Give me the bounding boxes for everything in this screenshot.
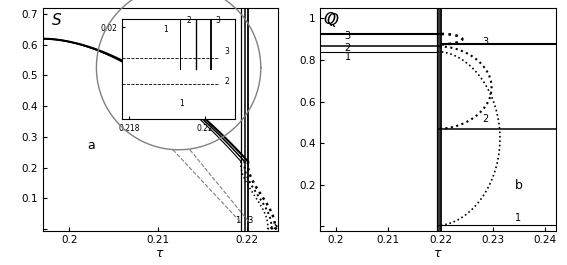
Text: $\mathit{3}$: $\mathit{3}$ (344, 29, 352, 41)
Text: $Q$: $Q$ (323, 10, 336, 28)
X-axis label: $\tau$: $\tau$ (433, 247, 443, 260)
Text: $\mathit{1}$: $\mathit{1}$ (344, 50, 351, 62)
Text: $\mathrm{a}$: $\mathrm{a}$ (87, 139, 95, 152)
Text: $\mathit{3}$: $\mathit{3}$ (214, 14, 221, 25)
Text: $\mathit{3}$: $\mathit{3}$ (483, 35, 490, 47)
Text: $\mathit{1}$: $\mathit{1}$ (235, 214, 242, 225)
Text: $\mathit{1}$: $\mathit{1}$ (179, 97, 185, 108)
Text: $\mathit{1}$: $\mathit{1}$ (514, 211, 521, 223)
Text: $Q$: $Q$ (325, 11, 339, 29)
X-axis label: $\tau$: $\tau$ (155, 247, 165, 260)
Text: $\mathit{2}$: $\mathit{2}$ (483, 112, 490, 124)
Text: $S$: $S$ (52, 12, 62, 28)
Text: $\mathit{1}$: $\mathit{1}$ (163, 23, 169, 34)
Text: $\mathit{2}$: $\mathit{2}$ (344, 41, 351, 52)
Text: $\mathrm{b}$: $\mathrm{b}$ (514, 178, 523, 192)
Text: $\mathit{2}$: $\mathit{2}$ (186, 14, 192, 25)
Text: $\mathit{2}$: $\mathit{2}$ (224, 75, 230, 86)
Text: $\mathit{3}$: $\mathit{3}$ (247, 214, 254, 225)
Text: $\mathit{3}$: $\mathit{3}$ (224, 45, 230, 56)
